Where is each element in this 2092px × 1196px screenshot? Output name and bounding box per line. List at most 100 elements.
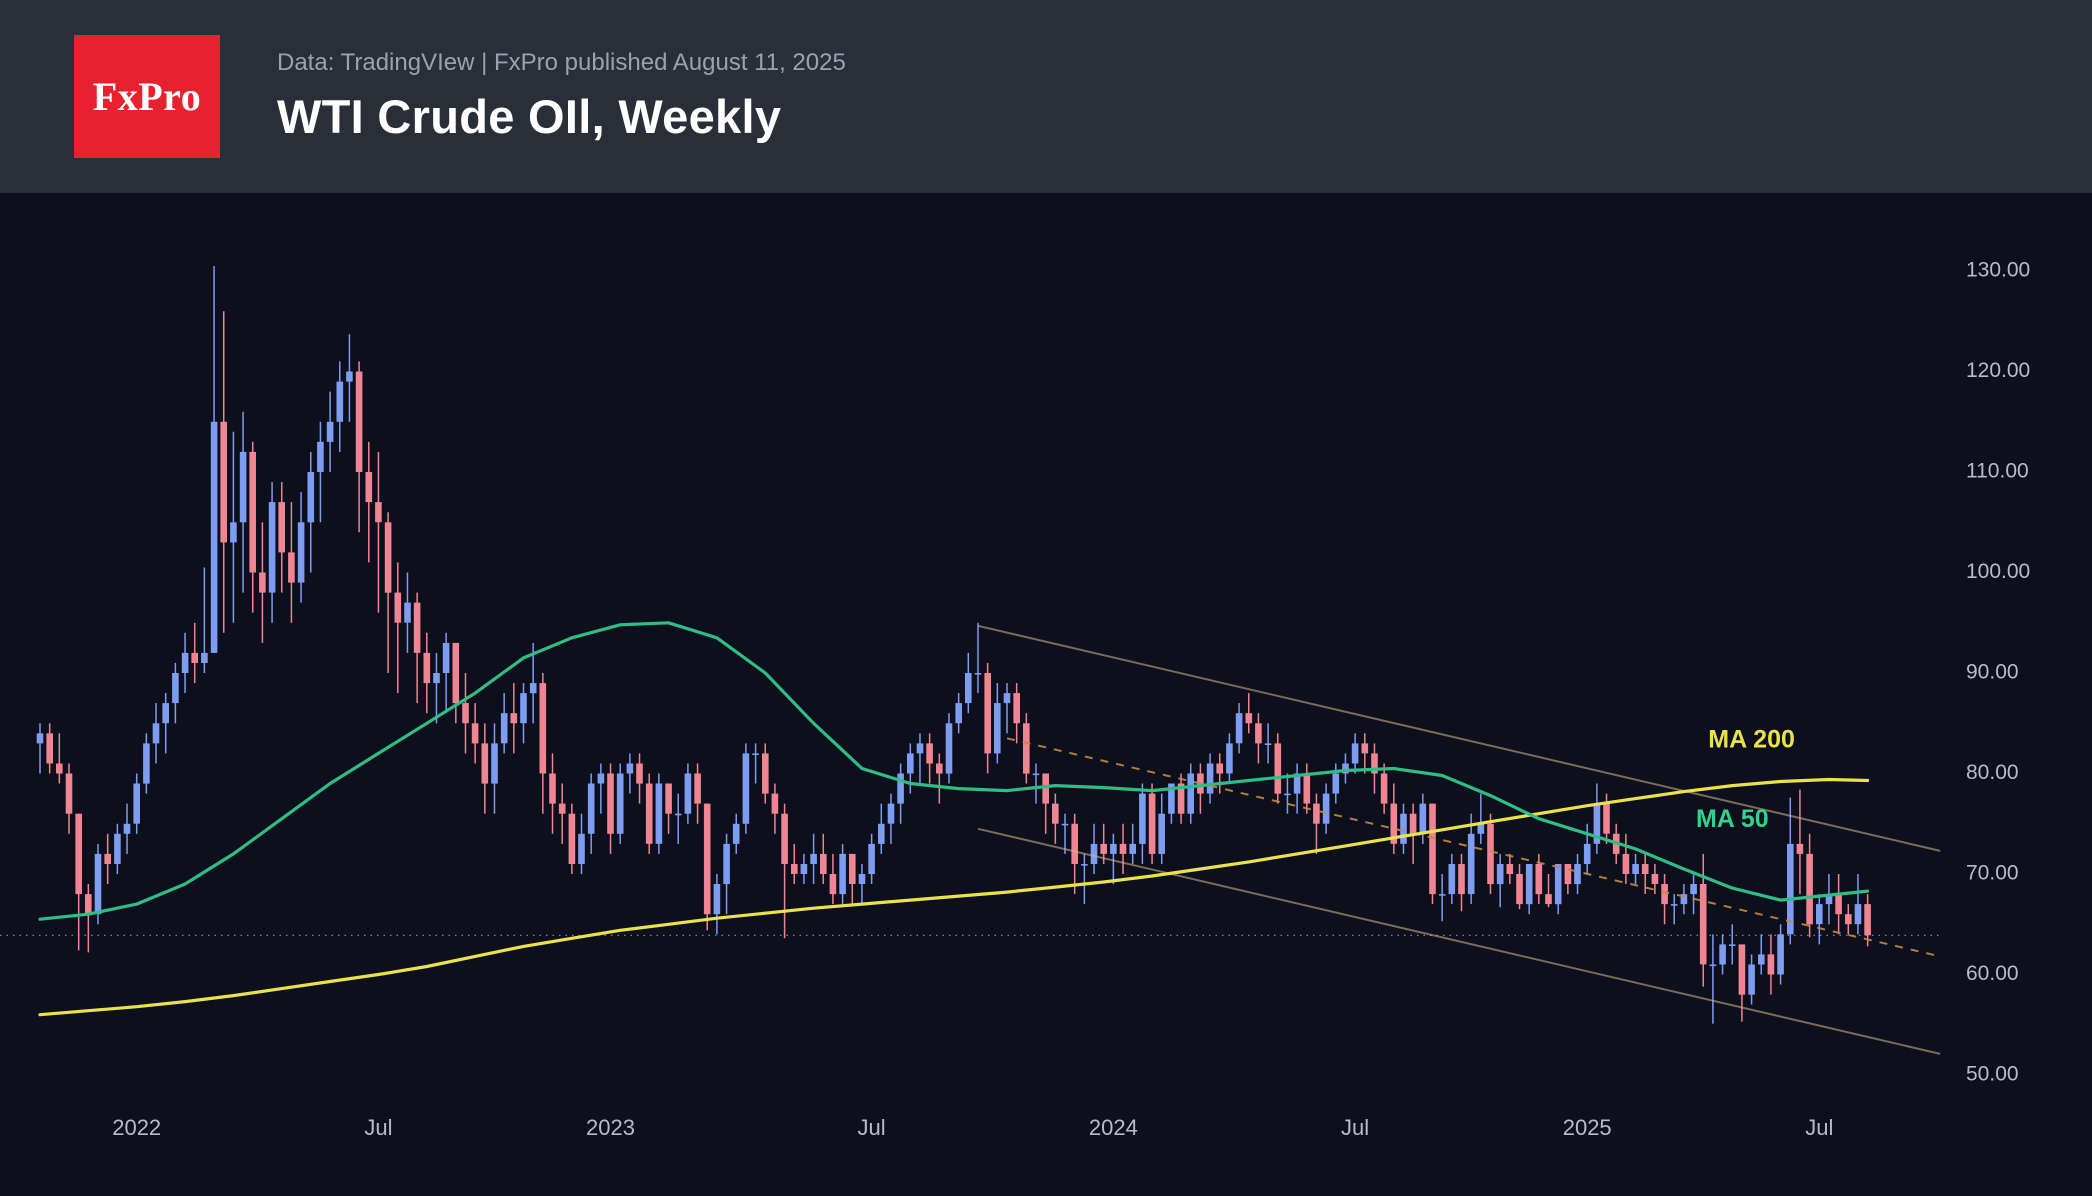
candle: [220, 421, 227, 543]
candle: [994, 703, 1001, 754]
candle: [1187, 773, 1194, 814]
candle: [626, 763, 634, 774]
candle: [249, 451, 256, 573]
candle: [1332, 773, 1340, 794]
candle: [558, 803, 566, 814]
candle: [1361, 743, 1369, 754]
x-axis-label[interactable]: Jul: [364, 1115, 392, 1140]
candle: [858, 874, 866, 884]
y-axis-label[interactable]: 110.00: [1966, 460, 2029, 483]
x-axis-label[interactable]: 2024: [1089, 1115, 1138, 1140]
y-axis-label[interactable]: 130.00: [1966, 259, 2030, 282]
candle: [1206, 763, 1214, 794]
candle: [1342, 763, 1349, 774]
y-axis-label[interactable]: 100.00: [1966, 560, 2030, 583]
candle: [1274, 743, 1282, 794]
candle: [820, 853, 827, 874]
candle: [1042, 773, 1049, 804]
y-axis-label[interactable]: 80.00: [1966, 761, 2019, 784]
candle: [965, 673, 972, 704]
y-axis-label[interactable]: 70.00: [1966, 862, 2019, 885]
candle: [1796, 843, 1804, 854]
candle: [85, 894, 92, 915]
candle: [423, 652, 431, 684]
candle: [56, 763, 63, 774]
candle: [1071, 823, 1078, 864]
fxpro-logo-text: FxPro: [92, 74, 202, 119]
candle: [317, 441, 324, 472]
candle: [1477, 823, 1485, 834]
candle: [1429, 803, 1436, 895]
candle: [365, 472, 373, 503]
candle: [36, 733, 44, 744]
x-axis-label[interactable]: 2023: [586, 1115, 635, 1140]
candle: [1032, 773, 1040, 776]
candle: [1738, 944, 1746, 995]
candle: [1825, 894, 1833, 905]
candle: [1603, 803, 1610, 834]
candle: [578, 833, 585, 864]
candle: [336, 381, 344, 422]
candle: [1516, 874, 1523, 905]
candle: [1835, 894, 1842, 915]
candle: [1467, 833, 1475, 895]
candle: [1525, 864, 1533, 905]
candle: [597, 773, 605, 784]
candle: [1651, 874, 1659, 884]
data-source-caption: Data: TradingVIew | FxPro published Augu…: [277, 49, 846, 76]
y-axis-label[interactable]: 90.00: [1966, 661, 2019, 684]
x-axis-label[interactable]: Jul: [1341, 1115, 1369, 1140]
candle: [655, 783, 663, 844]
candle: [1293, 773, 1301, 794]
candle: [181, 652, 189, 673]
candlestick-chart[interactable]: MA 200 MA 50 130.00 120.00 110.00 100.00 90.00…: [0, 193, 2092, 1196]
ma50-line: [38, 621, 1870, 921]
y-axis-label[interactable]: 120.00: [1966, 359, 2030, 382]
candle: [1554, 864, 1562, 905]
candle: [394, 592, 402, 623]
candle: [1583, 843, 1591, 864]
candle: [955, 703, 962, 724]
candle: [1777, 934, 1784, 975]
ma200-label: MA 200: [1708, 725, 1795, 753]
candle: [1226, 743, 1233, 774]
candle: [1854, 904, 1862, 925]
candle: [1448, 864, 1456, 895]
candle: [1409, 813, 1417, 834]
candle: [636, 763, 643, 784]
candle: [810, 853, 817, 864]
y-axis-label[interactable]: 60.00: [1966, 962, 2019, 985]
candle: [1719, 944, 1726, 965]
candle: [1351, 743, 1359, 764]
candle: [762, 753, 769, 794]
candle: [520, 693, 527, 724]
candle: [1661, 884, 1668, 905]
x-axis-label[interactable]: Jul: [858, 1115, 886, 1140]
candle: [1061, 823, 1069, 826]
x-axis-label[interactable]: 2022: [112, 1115, 161, 1140]
candle: [46, 733, 53, 764]
candle: [278, 502, 285, 553]
candle: [1748, 964, 1755, 995]
candle: [65, 773, 73, 814]
candle: [829, 874, 837, 895]
candle: [868, 843, 875, 874]
candle: [713, 884, 721, 915]
candle: [201, 652, 208, 663]
candles-layer: [36, 266, 1871, 1024]
candle: [684, 773, 692, 814]
candle: [1129, 843, 1136, 854]
candle: [1632, 864, 1639, 874]
candle: [1313, 803, 1320, 824]
x-axis-label[interactable]: 2025: [1563, 1115, 1612, 1140]
candle: [665, 783, 672, 814]
candle: [945, 723, 953, 774]
candle: [1168, 783, 1175, 814]
candle: [462, 703, 469, 724]
y-axis-label[interactable]: 50.00: [1966, 1063, 2019, 1086]
candle: [1864, 904, 1871, 936]
candle: [1758, 954, 1765, 965]
x-axis-label[interactable]: Jul: [1805, 1115, 1833, 1140]
candle: [346, 371, 353, 382]
candle: [878, 823, 885, 844]
